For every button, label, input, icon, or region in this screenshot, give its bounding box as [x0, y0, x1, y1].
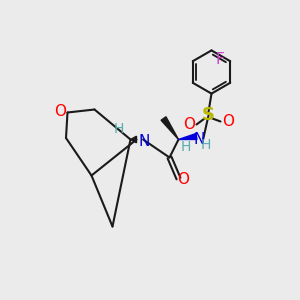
- Text: N: N: [194, 132, 205, 147]
- Polygon shape: [130, 136, 136, 143]
- Text: F: F: [215, 52, 224, 67]
- Text: O: O: [54, 103, 66, 118]
- Text: S: S: [202, 106, 215, 124]
- Text: O: O: [222, 114, 234, 129]
- Text: H: H: [201, 138, 211, 152]
- Text: H: H: [113, 122, 124, 136]
- Polygon shape: [178, 134, 197, 140]
- Text: N: N: [138, 134, 150, 148]
- Text: O: O: [183, 117, 195, 132]
- Text: O: O: [177, 172, 189, 188]
- Polygon shape: [161, 117, 178, 140]
- Text: H: H: [181, 140, 191, 154]
